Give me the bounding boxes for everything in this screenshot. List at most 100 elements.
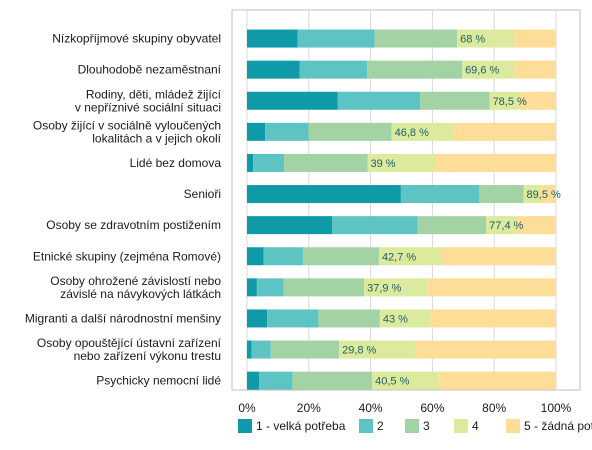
- data-label: 89,5 %: [527, 189, 561, 201]
- bar-segment: [523, 185, 540, 204]
- bar-segment: [263, 247, 303, 266]
- bar-segment: [247, 216, 333, 235]
- category-label-line: Migranti a další národnostní menšiny: [25, 311, 221, 325]
- x-tick-label: 0%: [238, 401, 256, 415]
- category-label-line: Osoby se zdravotním postižením: [46, 218, 221, 232]
- bar-segment: [374, 29, 458, 48]
- x-tick-label: 40%: [359, 401, 383, 415]
- bar-segment: [417, 216, 487, 235]
- category-label: Migranti a další národnostní menšiny: [25, 311, 221, 325]
- legend-label: 3: [423, 419, 430, 433]
- data-label: 77,4 %: [489, 220, 523, 232]
- data-label: 68 %: [460, 34, 485, 46]
- legend-label: 2: [377, 419, 384, 433]
- bar-segment: [247, 29, 298, 48]
- bar-segment: [391, 122, 454, 141]
- category-label: Osoby ohrožené závislostí nebo závislé na…: [50, 274, 221, 301]
- legend-label: 5 - žádná potřeba: [524, 419, 592, 433]
- bar-segment: [415, 340, 556, 359]
- bar-segment: [251, 340, 271, 359]
- bar-segment: [297, 29, 375, 48]
- bar-segment: [420, 91, 490, 110]
- data-label: 69,6 %: [465, 65, 499, 77]
- category-label: Nízkopříjmové skupiny obyvatel: [52, 32, 221, 46]
- bar-segment: [247, 185, 401, 204]
- category-label: Psychicky nemocní lidé: [96, 374, 221, 388]
- bar-segment: [247, 309, 268, 328]
- bar-segment: [427, 278, 556, 297]
- category-label-line: Etnické skupiny (zejména Romové): [33, 249, 221, 263]
- bar-segment: [247, 122, 266, 141]
- bar-segment: [486, 216, 516, 235]
- bar-segment: [462, 60, 515, 79]
- bar-segment: [479, 185, 524, 204]
- legend-swatch: [238, 419, 252, 433]
- category-label-line: v nepříznivé sociální situaci: [75, 100, 221, 114]
- bar-segment: [284, 153, 368, 172]
- category-label: Etnické skupiny (zejména Romové): [33, 249, 221, 263]
- bar-segment: [247, 91, 338, 110]
- bar-segment: [520, 91, 556, 110]
- category-label-line: Senioři: [184, 187, 221, 201]
- bar-segment: [339, 340, 416, 359]
- bar-segment: [539, 185, 556, 204]
- bar-segment: [256, 278, 284, 297]
- category-label-line: Rodiny, děti, mládež žijící: [86, 87, 222, 101]
- category-label: Osoby se zdravotním postižením: [46, 218, 221, 232]
- bar-segment: [270, 340, 340, 359]
- legend-swatch: [454, 419, 468, 433]
- x-tick-label: 60%: [420, 401, 444, 415]
- bar-segment: [364, 278, 428, 297]
- legend-label: 4: [472, 419, 479, 433]
- bar-segment: [247, 340, 252, 359]
- bar-segment: [379, 309, 431, 328]
- category-label-line: lokalitách a v jejich okolí: [92, 131, 221, 145]
- category-label-line: Osoby ohrožené závislostí nebo: [50, 274, 221, 288]
- data-label: 37,9 %: [367, 282, 401, 294]
- legend-swatch: [359, 419, 373, 433]
- bar-segment: [247, 371, 260, 390]
- bar-segment: [247, 278, 257, 297]
- bar-segment: [430, 309, 556, 328]
- bar-segment: [308, 122, 392, 141]
- bar-segment: [299, 60, 368, 79]
- bar-segment: [337, 91, 421, 110]
- category-label-line: Osoby opouštějící ústavní zařízení: [37, 336, 222, 350]
- bar-segment: [247, 153, 254, 172]
- bar-segment: [367, 60, 463, 79]
- x-tick-label: 80%: [482, 401, 506, 415]
- bar-segment: [515, 216, 556, 235]
- bar-segment: [265, 122, 309, 141]
- bar-segment: [438, 371, 556, 390]
- bar-segment: [253, 153, 285, 172]
- x-tick-label: 100%: [541, 401, 572, 415]
- legend-swatch: [405, 419, 419, 433]
- category-label: Senioři: [184, 187, 221, 201]
- legend: 1 - velká potřeba 2 3 4 5 - žádná potřeba: [238, 419, 592, 433]
- bar-segment: [489, 91, 521, 110]
- bar-segment: [514, 60, 556, 79]
- bar-segment: [292, 371, 373, 390]
- bar-segment: [332, 216, 418, 235]
- bar-segment: [367, 153, 436, 172]
- bars: [247, 29, 556, 390]
- category-label-line: Osoby žijící v sociálně vyloučených: [33, 118, 221, 132]
- category-label: Osoby žijící v sociálně vyloučených lokal…: [33, 118, 222, 145]
- bar-segment: [247, 247, 264, 266]
- legend-swatch: [506, 419, 520, 433]
- data-label: 46,8 %: [395, 127, 429, 139]
- category-label: Dlouhodobě nezaměstnaní: [78, 63, 222, 77]
- bar-segment: [441, 247, 556, 266]
- category-label-line: Psychicky nemocní lidé: [96, 374, 221, 388]
- category-label-line: Nízkopříjmové skupiny obyvatel: [52, 32, 221, 46]
- category-label-line: Lidé bez domova: [130, 156, 222, 170]
- bar-segment: [453, 122, 556, 141]
- category-label-line: Dlouhodobě nezaměstnaní: [78, 63, 222, 77]
- data-label: 42,7 %: [382, 251, 416, 263]
- category-label: Rodiny, děti, mládež žijící v nepříznivé …: [75, 87, 222, 114]
- category-label: Osoby opouštějící ústavní zařízení nebo z…: [37, 336, 222, 363]
- x-axis-ticks: 0% 20% 40% 60% 80% 100%: [238, 401, 571, 415]
- category-label-line: nebo zařízení výkonu trestu: [74, 349, 221, 363]
- category-label-line: závislé na návykových látkách: [60, 287, 221, 301]
